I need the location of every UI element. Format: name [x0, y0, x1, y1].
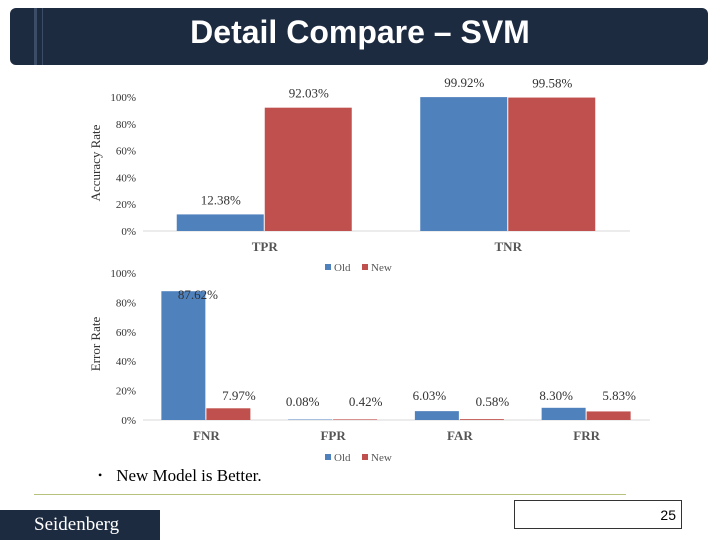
data-label: 99.92%	[444, 75, 484, 90]
data-label: 99.58%	[532, 76, 572, 91]
legend-swatch-old	[325, 454, 331, 460]
slide-title: Detail Compare – SVM	[190, 14, 530, 50]
category-label: FRR	[573, 428, 600, 443]
data-label: 8.30%	[539, 388, 573, 403]
bar-old	[288, 419, 333, 420]
y-tick-label: 80%	[116, 297, 136, 309]
title-bar	[10, 8, 708, 65]
bar-new	[508, 97, 596, 231]
y-tick-label: 60%	[116, 327, 136, 339]
category-label: FPR	[320, 428, 346, 443]
y-tick-label: 80%	[116, 119, 136, 131]
bullet-text: New Model is Better.	[116, 466, 262, 485]
bar-new	[459, 419, 504, 420]
y-tick-label: 20%	[116, 386, 136, 398]
bar-old	[414, 411, 459, 420]
y-tick-label: 100%	[110, 268, 136, 280]
separator-line	[34, 494, 626, 495]
bar-old	[176, 214, 264, 231]
legend-swatch-new	[362, 264, 368, 270]
y-tick-label: 0%	[121, 226, 136, 238]
title-accent-line-thin	[42, 8, 43, 65]
bar-new	[206, 408, 251, 420]
y-tick-label: 20%	[116, 199, 136, 211]
data-label: 12.38%	[201, 192, 241, 207]
page-number: 25	[660, 507, 676, 523]
bar-old	[161, 291, 206, 420]
data-label: 0.08%	[286, 394, 320, 409]
category-label: FAR	[447, 428, 473, 443]
data-label: 7.97%	[222, 388, 256, 403]
data-label: 0.58%	[476, 394, 510, 409]
y-axis-label: Error Rate	[88, 317, 103, 372]
y-tick-label: 0%	[121, 415, 136, 427]
y-tick-label: 60%	[116, 146, 136, 158]
data-label: 0.42%	[349, 394, 383, 409]
legend-swatch-new	[362, 454, 368, 460]
data-label: 6.03%	[413, 388, 447, 403]
category-label: FNR	[193, 428, 220, 443]
y-tick-label: 40%	[116, 356, 136, 368]
y-axis-label: Accuracy Rate	[88, 124, 103, 201]
legend-label-old: Old	[334, 452, 351, 464]
data-label: 92.03%	[289, 86, 329, 101]
bullet-dot: •	[98, 468, 103, 482]
legend-swatch-old	[325, 264, 331, 270]
title-accent-line	[34, 8, 37, 65]
bar-old	[420, 97, 508, 231]
category-label: TNR	[495, 239, 523, 254]
data-label: 5.83%	[602, 388, 636, 403]
y-tick-label: 40%	[116, 172, 136, 184]
bar-new	[264, 107, 352, 231]
legend-label-new: New	[371, 452, 392, 464]
legend-label-new: New	[371, 262, 392, 274]
page-number-box: 25	[514, 500, 682, 529]
legend-label-old: Old	[334, 262, 351, 274]
category-label: TPR	[252, 239, 279, 254]
data-label: 87.62%	[178, 287, 218, 302]
footer-logo: Seidenberg	[0, 510, 160, 540]
charts-canvas: 0% 20% 40% 60% 80% 100% Accuracy Rate 12.38% 92.…	[88, 75, 650, 464]
y-tick-label: 100%	[110, 92, 136, 104]
bar-old	[541, 407, 586, 420]
bullet-point: • New Model is Better.	[98, 466, 262, 486]
bar-new	[586, 411, 631, 420]
bar-new	[333, 419, 378, 420]
